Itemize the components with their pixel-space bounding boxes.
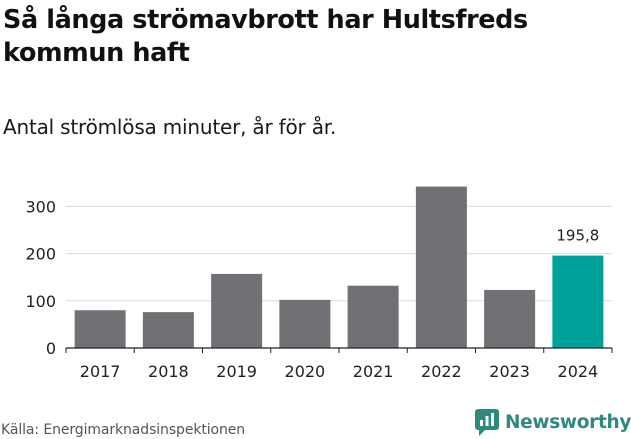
chart-subtitle: Antal strömlösa minuter, år för år.: [3, 115, 337, 139]
bar-chart: 0 100 200 300 195,8 2017 2018 2019 2020 2021 202…: [25, 186, 613, 381]
x-tick-label: 2024: [558, 362, 599, 381]
x-tick-label: 2018: [148, 362, 189, 381]
bar-2023: [484, 289, 536, 348]
x-tick-label: 2017: [80, 362, 121, 381]
bars: [74, 186, 604, 348]
x-tick-label: 2020: [285, 362, 326, 381]
x-axis-tick-labels: 2017 2018 2019 2020 2021 2022 2023 2024: [65, 348, 613, 381]
y-tick-label: 0: [46, 339, 56, 358]
bar-2021: [347, 285, 399, 348]
x-tick-label: 2022: [421, 362, 462, 381]
bar-2024: [552, 255, 604, 348]
brand-name: Newsworthy: [505, 411, 631, 433]
x-tick-label: 2021: [353, 362, 394, 381]
x-tick-label: 2019: [216, 362, 257, 381]
y-axis-tick-labels: 0 100 200 300: [25, 197, 56, 358]
bar-2018: [142, 312, 194, 348]
bar-2017: [74, 310, 126, 348]
bar-2022: [415, 186, 467, 348]
chart-title: Så långa strömavbrott har Hultsfreds kom…: [3, 5, 528, 68]
x-tick-label: 2023: [489, 362, 530, 381]
source-note: Källa: Energimarknadsinspektionen: [1, 422, 246, 438]
newsworthy-brand[interactable]: Newsworthy: [475, 407, 631, 437]
y-tick-label: 100: [25, 292, 56, 311]
y-tick-label: 300: [25, 197, 56, 216]
newsworthy-logo-icon: [475, 408, 499, 436]
gridlines: [66, 205, 612, 302]
bar-2019: [211, 273, 263, 348]
y-tick-label: 200: [25, 245, 56, 264]
bar-2020: [279, 299, 331, 348]
data-label-2024: 195,8: [556, 227, 599, 245]
data-labels: 195,8: [556, 227, 599, 245]
